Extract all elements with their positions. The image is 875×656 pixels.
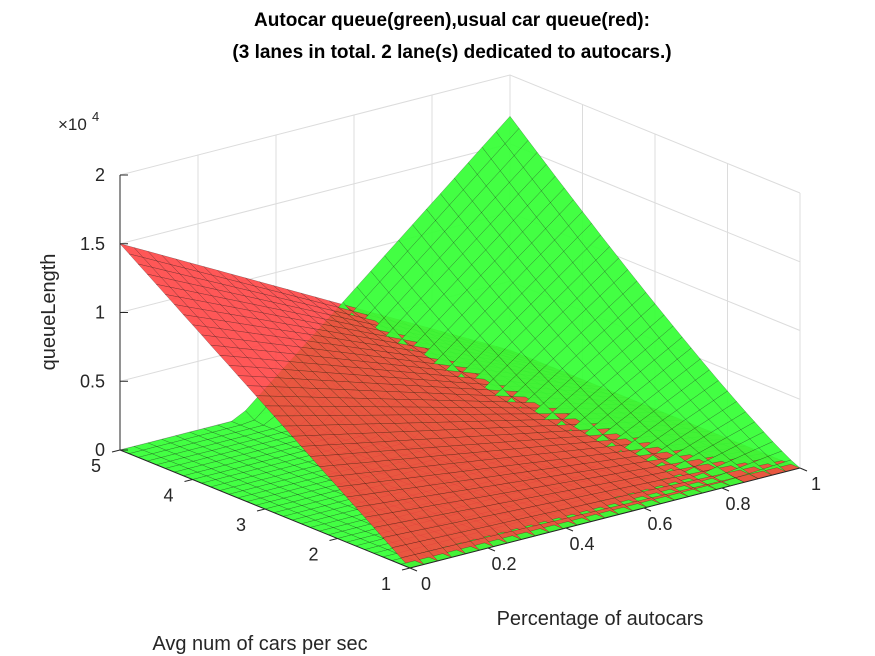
x-tick-mark	[799, 467, 808, 472]
y-tick-mark	[184, 479, 193, 482]
z-tick-label: 0	[95, 440, 105, 460]
x-tick-label: 0	[421, 574, 431, 594]
y-tick-mark	[329, 538, 338, 541]
z-axis-label: queueLength	[38, 254, 60, 371]
z-multiplier: ×10 4	[58, 109, 99, 134]
y-tick-mark	[111, 449, 121, 453]
x-tick-label: 0.6	[647, 514, 672, 534]
y-tick-label: 4	[163, 486, 173, 506]
y-tick-mark	[256, 508, 266, 512]
chart-title-line1: Autocar queue(green),usual car queue(red…	[254, 10, 650, 31]
z-multiplier-exponent: 4	[92, 109, 99, 124]
z-tick-label: 1.5	[80, 234, 105, 254]
x-axis-label: Percentage of autocars	[497, 608, 704, 630]
x-tick-mark	[409, 567, 418, 572]
surface-layer	[119, 116, 801, 569]
y-tick-label: 5	[91, 456, 101, 476]
z-tick-label: 2	[95, 165, 105, 185]
y-tick-mark	[401, 567, 411, 571]
x-tick-mark	[721, 487, 730, 492]
x-tick-mark	[487, 547, 496, 552]
z-multiplier-label: ×10	[58, 115, 87, 134]
z-tick-label: 1	[95, 303, 105, 323]
x-tick-label: 0.2	[491, 554, 516, 574]
x-tick-label: 0.4	[569, 534, 594, 554]
y-axis-label: Avg num of cars per sec	[152, 633, 367, 655]
x-tick-label: 0.8	[725, 494, 750, 514]
y-tick-label: 2	[308, 545, 318, 565]
z-tick-label: 0.5	[80, 371, 105, 391]
x-axis-line	[409, 467, 801, 569]
x-tick-mark	[565, 527, 574, 532]
chart-title-line2: (3 lanes in total. 2 lane(s) dedicated t…	[232, 42, 671, 63]
x-tick-mark	[643, 507, 652, 512]
y-tick-label: 1	[381, 574, 391, 594]
y-tick-label: 3	[236, 515, 246, 535]
x-tick-label: 1	[811, 474, 821, 494]
